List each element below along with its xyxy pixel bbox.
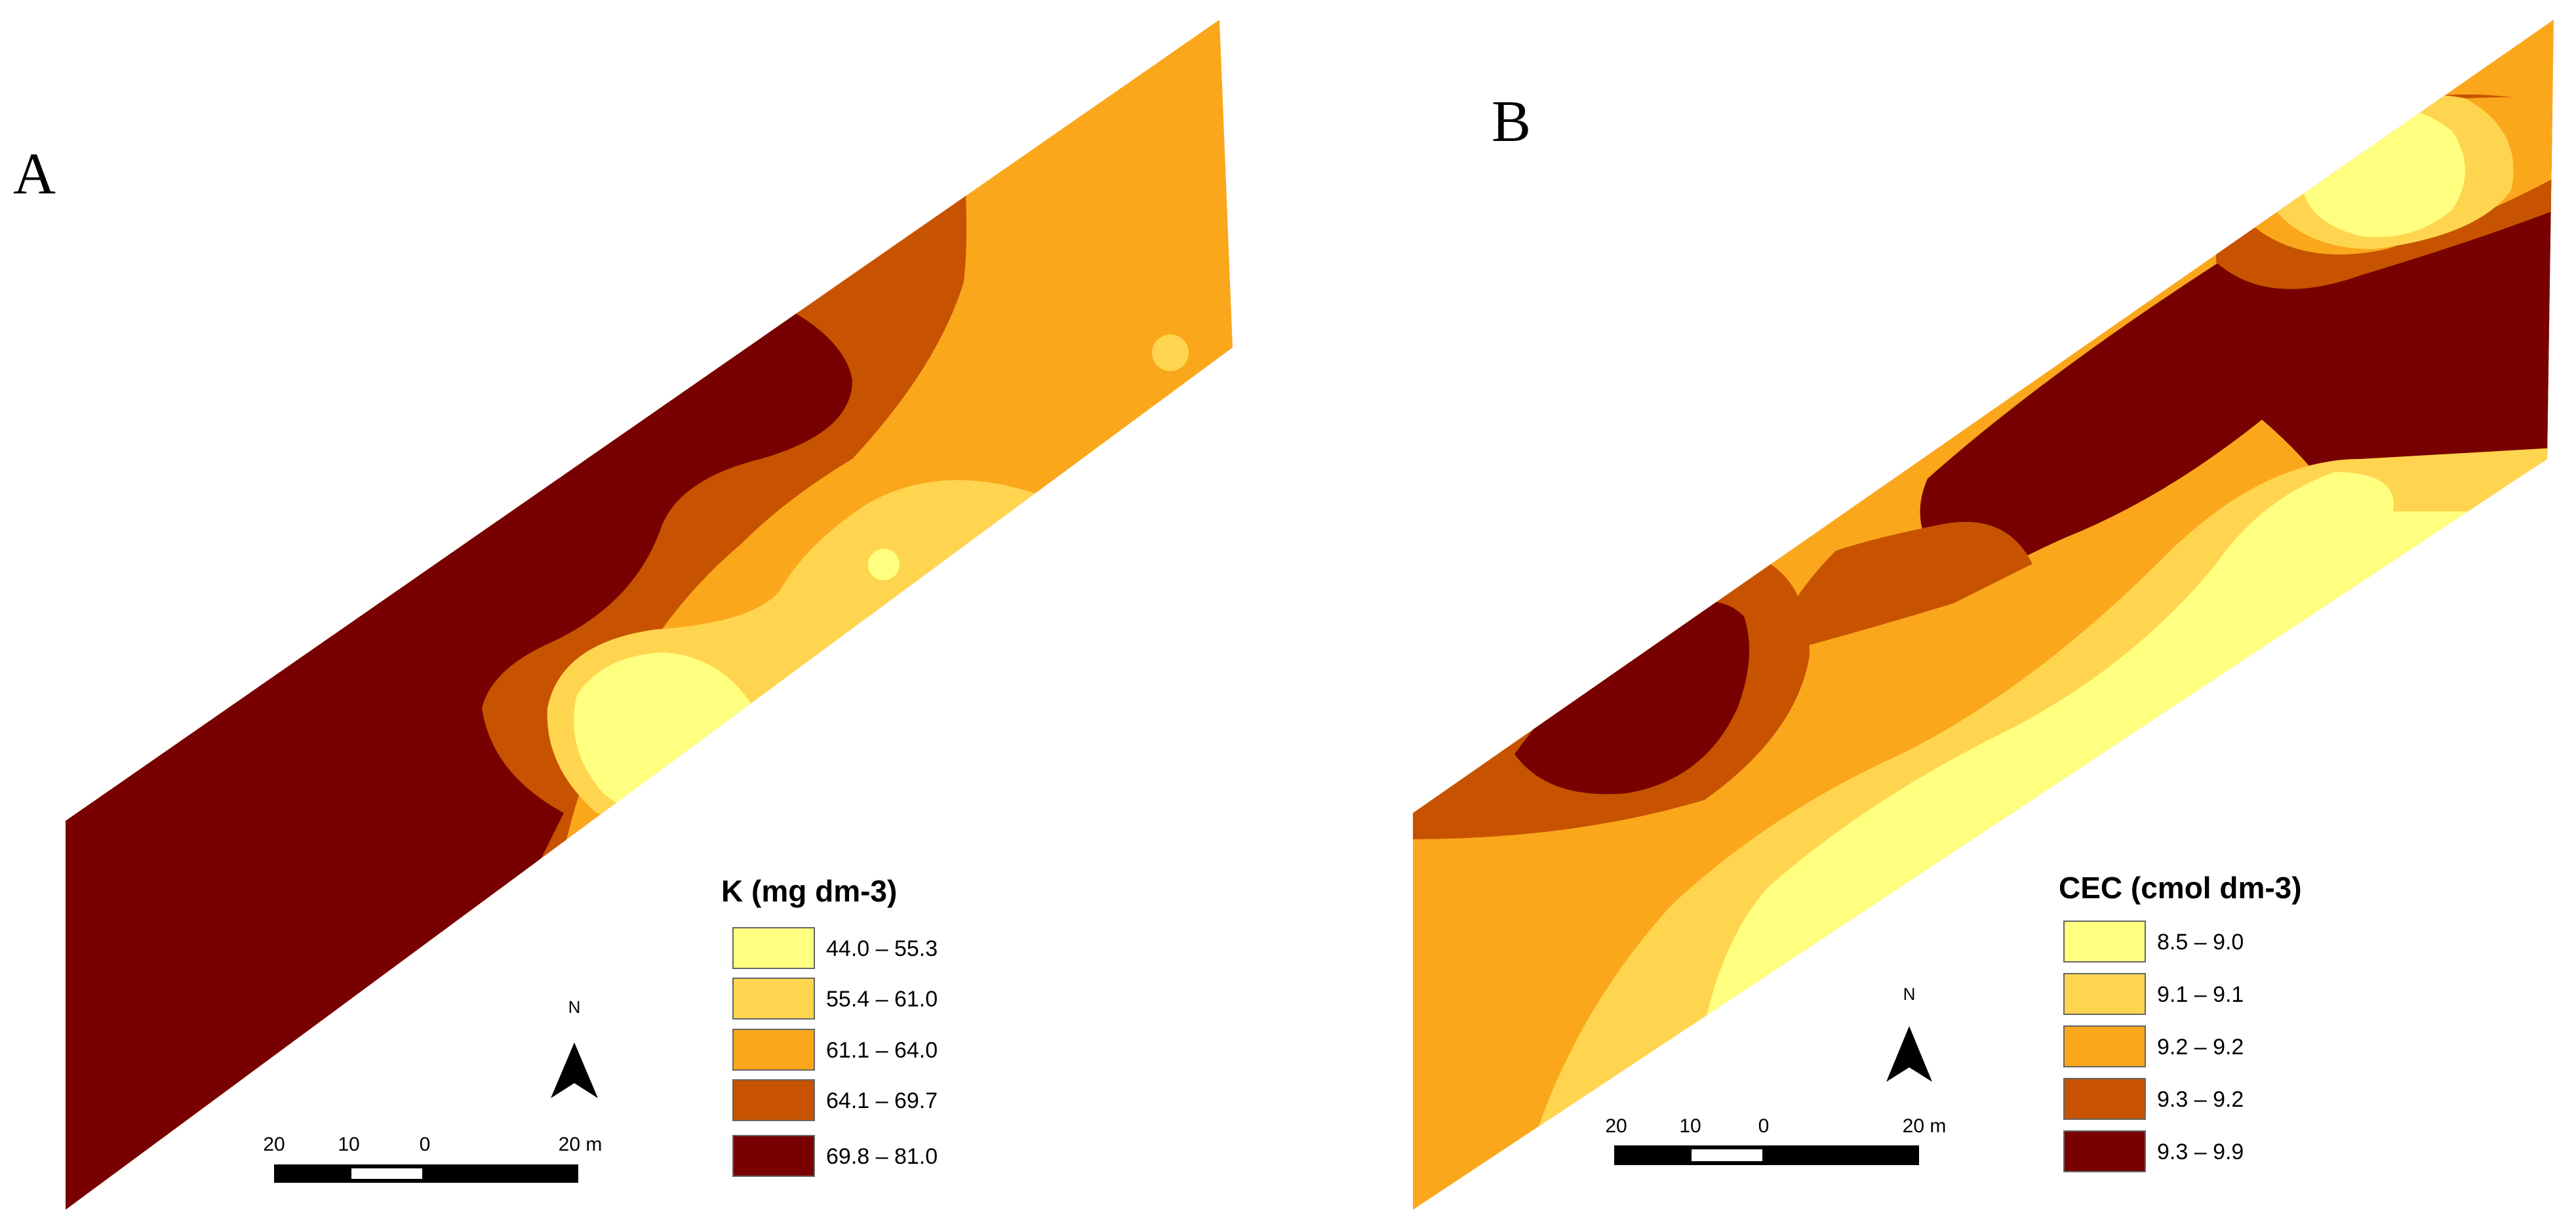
spot-class1	[868, 549, 900, 580]
legend-swatch	[2063, 1078, 2146, 1120]
legend-swatch	[732, 978, 815, 1020]
scale-label: 0	[1758, 1115, 1770, 1137]
zone-class1	[2301, 106, 2465, 237]
scale-bar-a: 20 10 0 20 m	[263, 1134, 602, 1183]
north-label-b: N	[1903, 984, 1916, 1004]
legend-label: 44.0 – 55.3	[826, 936, 938, 961]
legend-title-b: CEC (cmol dm-3)	[2059, 871, 2302, 905]
north-arrow-b: N	[1886, 984, 1932, 1082]
zone-class5	[1515, 601, 1749, 795]
north-arrow-icon	[1886, 1026, 1932, 1082]
scale-bar-b: 20 10 0 20 m	[1605, 1115, 1946, 1165]
legend-swatch	[732, 1029, 815, 1071]
potassium-map-a	[66, 20, 1233, 1210]
legend-items-a: 44.0 – 55.3 55.4 – 61.0 61.1 – 64.0 64.1…	[732, 927, 938, 1177]
scale-bar-gap	[1692, 1149, 1762, 1161]
legend-label: 9.3 – 9.2	[2157, 1087, 2244, 1112]
scale-label: 20	[263, 1134, 285, 1155]
legend-swatch	[2063, 973, 2146, 1015]
legend-label: 55.4 – 61.0	[826, 987, 938, 1012]
legend-swatch	[732, 1079, 815, 1121]
legend-swatch	[2063, 921, 2146, 962]
legend-label: 61.1 – 64.0	[826, 1038, 938, 1063]
north-arrow-a: N	[551, 997, 598, 1098]
legend-label: 9.2 – 9.2	[2157, 1035, 2244, 1060]
scale-label: 20 m	[1903, 1115, 1947, 1137]
panel-label-b: B	[1492, 89, 1531, 154]
map-panel-b: B CEC (cmol dm-3) 8.5 – 9.0	[1413, 20, 2554, 1210]
scale-label: 20 m	[559, 1134, 603, 1155]
spot-class2	[1152, 334, 1189, 371]
zone-class1	[574, 652, 761, 813]
legend-label: 64.1 – 69.7	[826, 1088, 938, 1113]
scale-label: 0	[420, 1134, 431, 1155]
scale-bar-gap	[351, 1168, 422, 1179]
legend-swatch	[2063, 1130, 2146, 1172]
scale-bar-fill	[274, 1164, 578, 1183]
legend-label: 9.3 – 9.9	[2157, 1140, 2244, 1164]
legend-title-a: K (mg dm-3)	[721, 874, 897, 908]
scale-label: 10	[338, 1134, 359, 1155]
legend-a: K (mg dm-3) 44.0 – 55.3 55.4 – 61.0 61.1…	[721, 874, 938, 1177]
legend-swatch	[732, 927, 815, 969]
legend-label: 69.8 – 81.0	[826, 1144, 938, 1169]
scale-label: 20	[1605, 1115, 1627, 1137]
panel-label-a: A	[13, 142, 56, 207]
legend-items-b: 8.5 – 9.0 9.1 – 9.1 9.2 – 9.2 9.3 – 9.2 …	[2063, 921, 2244, 1172]
north-arrow-icon	[551, 1042, 598, 1098]
cec-map-b	[1413, 20, 2554, 1210]
legend-b: CEC (cmol dm-3) 8.5 – 9.0 9.1 – 9.1 9.2 …	[2059, 871, 2302, 1172]
legend-label: 8.5 – 9.0	[2157, 930, 2244, 955]
legend-label: 9.1 – 9.1	[2157, 982, 2244, 1007]
north-label-a: N	[568, 997, 581, 1017]
zone-class4	[1770, 522, 2032, 656]
scale-label: 10	[1679, 1115, 1701, 1137]
scale-bar-fill	[1614, 1145, 1919, 1165]
legend-swatch	[732, 1135, 815, 1177]
legend-swatch	[2063, 1025, 2146, 1067]
map-panel-a: A K (mg dm-3) 44.0 – 55.3 55.4 – 61.0	[13, 20, 1233, 1210]
